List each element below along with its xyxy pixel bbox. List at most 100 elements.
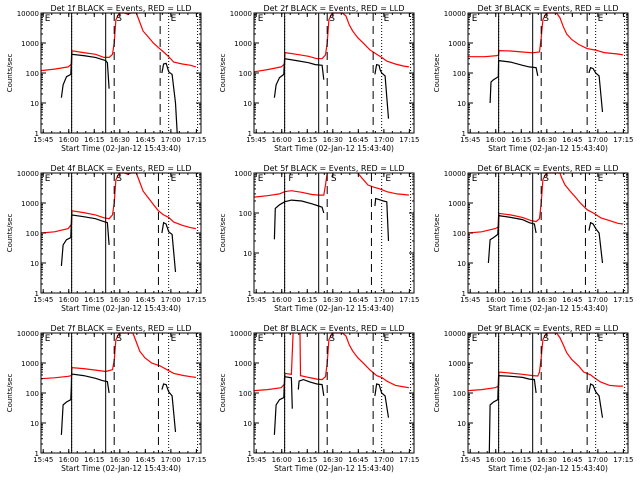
x-tick-label: 16:30 (537, 136, 557, 144)
x-tick-label: 17:00 (588, 296, 608, 304)
series-events-line (489, 59, 539, 104)
x-tick-label: 17:00 (161, 296, 181, 304)
y-tick-label: 1 (35, 130, 39, 138)
y-tick-label: 10 (243, 420, 252, 428)
y-axis-label: Counts/sec (6, 374, 14, 413)
x-tick-label: 17:15 (613, 296, 633, 304)
series-events-line (588, 66, 604, 113)
y-tick-label: 1000 (234, 360, 252, 368)
series-events-line (60, 373, 110, 435)
chart-panel-5: 15:45 16:00 16:15 16:30 16:45 17:00 17:15 1 10 10… (219, 164, 419, 313)
y-tick-label: 1 (248, 450, 252, 458)
y-tick-label: 10000 (17, 330, 39, 338)
x-tick-label: 15:45 (33, 456, 53, 464)
segment-label: E (385, 174, 391, 184)
x-tick-label: 15:45 (460, 296, 480, 304)
y-tick-label: 10000 (17, 170, 39, 178)
y-tick-label: 10 (30, 100, 39, 108)
series-events-line (273, 199, 325, 240)
segment-label: E (258, 14, 264, 24)
x-tick-label: 16:30 (110, 136, 130, 144)
segment-label: E (258, 174, 264, 184)
plot-frame (40, 172, 202, 294)
segment-label: S (329, 14, 335, 24)
series-events-line (161, 383, 177, 433)
x-tick-label: 16:30 (110, 456, 130, 464)
plot-frame (40, 12, 202, 134)
segment-label: E (472, 14, 478, 24)
y-tick-label: 100 (26, 230, 39, 238)
segment-label: E (45, 174, 51, 184)
x-tick-label: 17:15 (186, 456, 206, 464)
segment-label: E (472, 174, 478, 184)
y-tick-label: 100 (453, 70, 466, 78)
segment-label: S (116, 14, 122, 24)
chart-panel-8: 15:45 16:00 16:15 16:30 16:45 17:00 17:15 1 10 10… (219, 324, 419, 473)
segment-label: S (331, 174, 337, 184)
series-events-line (588, 383, 604, 418)
y-tick-label: 10 (243, 100, 252, 108)
x-tick-label: 17:00 (161, 136, 181, 144)
x-tick-label: 16:15 (84, 136, 104, 144)
x-tick-label: 17:00 (588, 456, 608, 464)
y-tick-label: 1 (462, 290, 466, 298)
y-tick-label: 10 (457, 100, 466, 108)
x-tick-label: 17:15 (613, 136, 633, 144)
x-tick-label: 16:30 (323, 296, 343, 304)
x-tick-label: 16:45 (135, 136, 155, 144)
segment-label: E (258, 334, 264, 344)
x-tick-label: 16:45 (348, 296, 368, 304)
x-tick-label: 17:00 (161, 456, 181, 464)
x-axis-label: Start Time (02-Jan-12 15:43:40) (488, 304, 608, 313)
y-axis-label: Counts/sec (219, 214, 227, 253)
segment-label: S (543, 174, 549, 184)
y-tick-label: 10000 (444, 170, 466, 178)
y-tick-label: 1 (35, 290, 39, 298)
x-tick-label: 16:15 (511, 296, 531, 304)
x-tick-label: 16:45 (135, 296, 155, 304)
chart-panel-1: 15:45 16:00 16:15 16:30 16:45 17:00 17:15 1 10 10… (6, 4, 206, 153)
x-axis-label: Start Time (02-Jan-12 15:43:40) (274, 304, 394, 313)
x-tick-label: 17:15 (186, 296, 206, 304)
x-tick-label: 16:15 (511, 136, 531, 144)
y-tick-label: 1000 (448, 40, 466, 48)
x-tick-label: 16:45 (348, 136, 368, 144)
x-tick-label: 15:45 (246, 456, 266, 464)
x-tick-label: 16:00 (59, 456, 79, 464)
series-events-line (60, 53, 110, 98)
y-axis-label: Counts/sec (433, 374, 441, 413)
x-tick-label: 17:15 (399, 296, 419, 304)
chart-title: Det 2f BLACK = Events, RED = LLD (263, 4, 404, 13)
chart-title: Det 9f BLACK = Events, RED = LLD (477, 324, 618, 333)
chart-panel-2: 15:45 16:00 16:15 16:30 16:45 17:00 17:15 1 10 10… (219, 4, 419, 153)
x-axis-label: Start Time (02-Jan-12 15:43:40) (61, 464, 181, 473)
x-tick-label: 16:00 (272, 296, 292, 304)
segment-label: E (384, 14, 390, 24)
y-tick-label: 100 (26, 70, 39, 78)
x-tick-label: 16:15 (84, 456, 104, 464)
segment-label: S (543, 334, 549, 344)
x-tick-label: 16:45 (562, 136, 582, 144)
y-axis-label: Counts/sec (6, 54, 14, 93)
plot-frame (467, 12, 629, 134)
y-tick-label: 1 (462, 130, 466, 138)
chart-title: Det 5f BLACK = Events, RED = LLD (263, 164, 404, 173)
plot-frame (467, 172, 629, 294)
chart-title: Det 3f BLACK = Events, RED = LLD (477, 4, 618, 13)
x-axis-label: Start Time (02-Jan-12 15:43:40) (488, 464, 608, 473)
x-tick-label: 16:00 (272, 136, 292, 144)
x-tick-label: 15:45 (460, 456, 480, 464)
x-tick-label: 16:15 (297, 296, 317, 304)
x-tick-label: 16:00 (59, 296, 79, 304)
plot-frame (40, 332, 202, 454)
y-tick-label: 1000 (448, 360, 466, 368)
y-tick-label: 10 (457, 260, 466, 268)
x-tick-label: 16:30 (323, 456, 343, 464)
series-events-line (273, 58, 325, 98)
x-tick-label: 16:00 (59, 136, 79, 144)
segment-label: E (472, 334, 478, 344)
series-lld-line (40, 12, 197, 72)
x-tick-label: 17:00 (374, 456, 394, 464)
x-tick-label: 16:30 (323, 136, 343, 144)
series-events-line (60, 214, 110, 266)
